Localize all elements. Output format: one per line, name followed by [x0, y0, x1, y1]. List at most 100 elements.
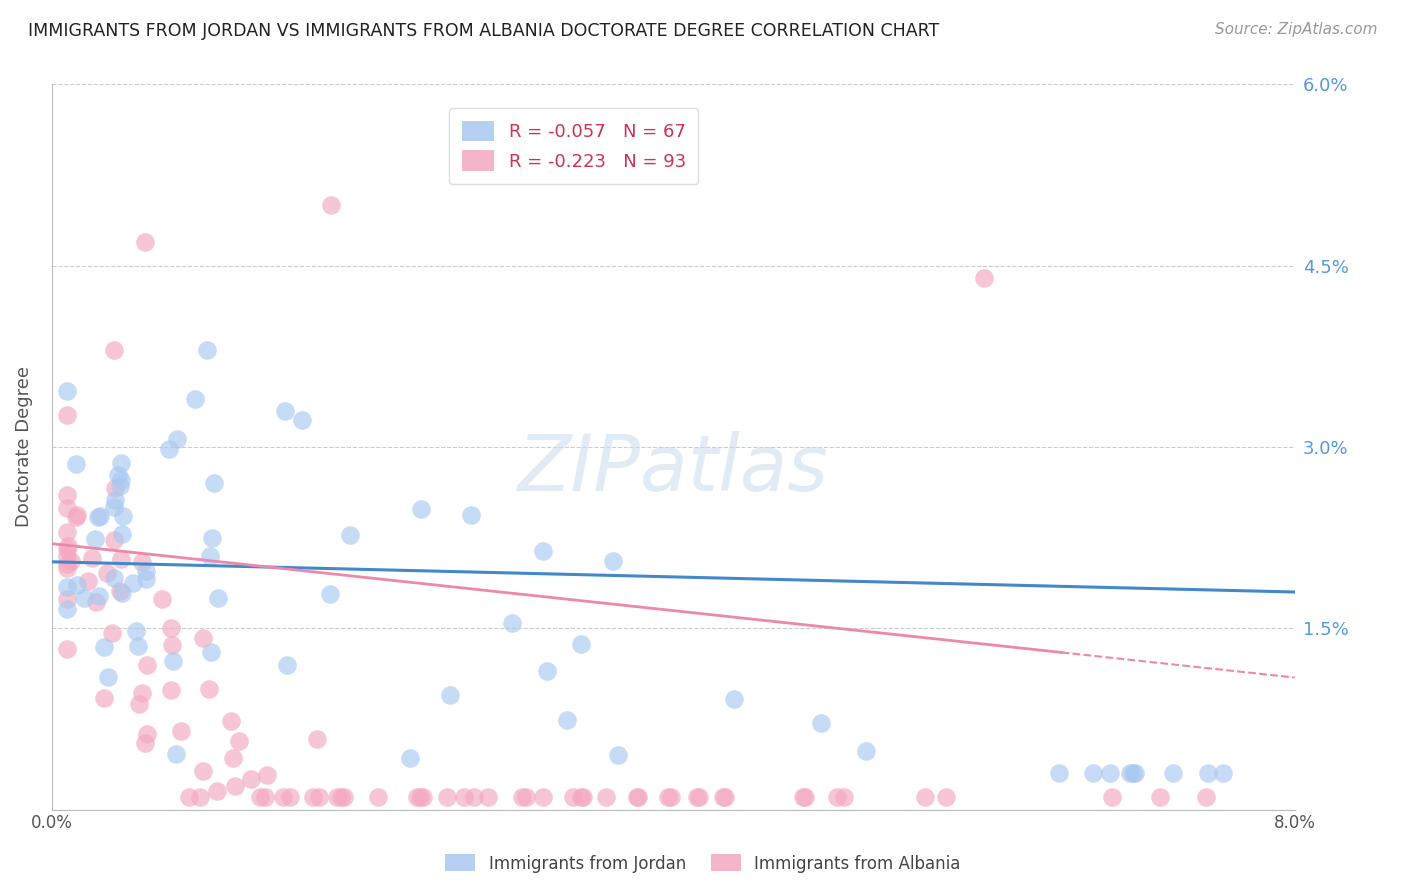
- Point: [1099, 766, 1122, 780]
- Point: [686, 790, 709, 805]
- Point: [166, 432, 188, 446]
- Point: [855, 744, 877, 758]
- Point: [103, 343, 125, 358]
- Point: [56, 542, 79, 557]
- Point: [200, 645, 222, 659]
- Point: [1197, 766, 1219, 780]
- Point: [134, 736, 156, 750]
- Point: [627, 790, 650, 805]
- Point: [256, 767, 278, 781]
- Point: [319, 587, 342, 601]
- Point: [73, 591, 96, 606]
- Point: [56, 524, 79, 539]
- Point: [207, 591, 229, 605]
- Point: [1101, 790, 1123, 805]
- Point: [201, 531, 224, 545]
- Point: [832, 790, 855, 805]
- Point: [307, 732, 329, 747]
- Point: [536, 664, 558, 678]
- Point: [89, 509, 111, 524]
- Point: [339, 527, 361, 541]
- Text: IMMIGRANTS FROM JORDAN VS IMMIGRANTS FROM ALBANIA DOCTORATE DEGREE CORRELATION C: IMMIGRANTS FROM JORDAN VS IMMIGRANTS FRO…: [28, 22, 939, 40]
- Point: [135, 658, 157, 673]
- Point: [321, 198, 343, 212]
- Point: [439, 688, 461, 702]
- Point: [531, 790, 554, 805]
- Point: [274, 403, 297, 417]
- Point: [399, 751, 422, 765]
- Point: [291, 413, 314, 427]
- Text: Source: ZipAtlas.com: Source: ZipAtlas.com: [1215, 22, 1378, 37]
- Point: [254, 790, 277, 805]
- Point: [224, 779, 246, 793]
- Point: [409, 790, 432, 805]
- Point: [56, 488, 79, 502]
- Point: [103, 533, 125, 547]
- Point: [111, 586, 134, 600]
- Point: [110, 473, 132, 487]
- Point: [159, 622, 181, 636]
- Point: [125, 624, 148, 639]
- Legend: R = -0.057   N = 67, R = -0.223   N = 93: R = -0.057 N = 67, R = -0.223 N = 93: [449, 108, 699, 184]
- Point: [56, 500, 79, 515]
- Point: [56, 384, 79, 399]
- Point: [602, 554, 624, 568]
- Point: [1161, 766, 1184, 780]
- Point: [135, 726, 157, 740]
- Point: [914, 790, 936, 805]
- Point: [89, 589, 111, 603]
- Point: [572, 790, 595, 805]
- Point: [56, 408, 79, 422]
- Point: [810, 715, 832, 730]
- Point: [1212, 766, 1234, 780]
- Point: [453, 790, 475, 805]
- Point: [661, 790, 683, 805]
- Point: [66, 508, 89, 523]
- Point: [86, 594, 108, 608]
- Point: [1047, 766, 1070, 780]
- Point: [84, 532, 107, 546]
- Point: [460, 508, 482, 522]
- Point: [101, 626, 124, 640]
- Point: [165, 747, 187, 761]
- Point: [112, 509, 135, 524]
- Point: [249, 790, 271, 805]
- Point: [135, 564, 157, 578]
- Point: [412, 790, 434, 805]
- Point: [110, 552, 132, 566]
- Point: [77, 574, 100, 589]
- Point: [65, 457, 87, 471]
- Point: [657, 790, 679, 805]
- Point: [128, 697, 150, 711]
- Point: [157, 442, 180, 456]
- Point: [276, 658, 298, 673]
- Point: [228, 734, 250, 748]
- Point: [107, 467, 129, 482]
- Point: [569, 790, 592, 805]
- Point: [170, 724, 193, 739]
- Point: [463, 790, 485, 805]
- Point: [631, 137, 654, 152]
- Point: [131, 685, 153, 699]
- Point: [160, 638, 183, 652]
- Point: [973, 270, 995, 285]
- Point: [477, 790, 499, 805]
- Point: [65, 510, 87, 524]
- Point: [569, 636, 592, 650]
- Point: [135, 572, 157, 586]
- Point: [792, 790, 814, 805]
- Point: [150, 592, 173, 607]
- Point: [688, 790, 710, 805]
- Point: [271, 790, 294, 805]
- Point: [219, 714, 242, 728]
- Legend: Immigrants from Jordan, Immigrants from Albania: Immigrants from Jordan, Immigrants from …: [439, 847, 967, 880]
- Point: [191, 632, 214, 646]
- Text: ZIPatlas: ZIPatlas: [517, 431, 828, 507]
- Point: [96, 566, 118, 580]
- Point: [409, 501, 432, 516]
- Point: [56, 549, 79, 563]
- Point: [127, 640, 149, 654]
- Point: [1081, 766, 1104, 780]
- Point: [561, 790, 583, 805]
- Point: [1119, 766, 1142, 780]
